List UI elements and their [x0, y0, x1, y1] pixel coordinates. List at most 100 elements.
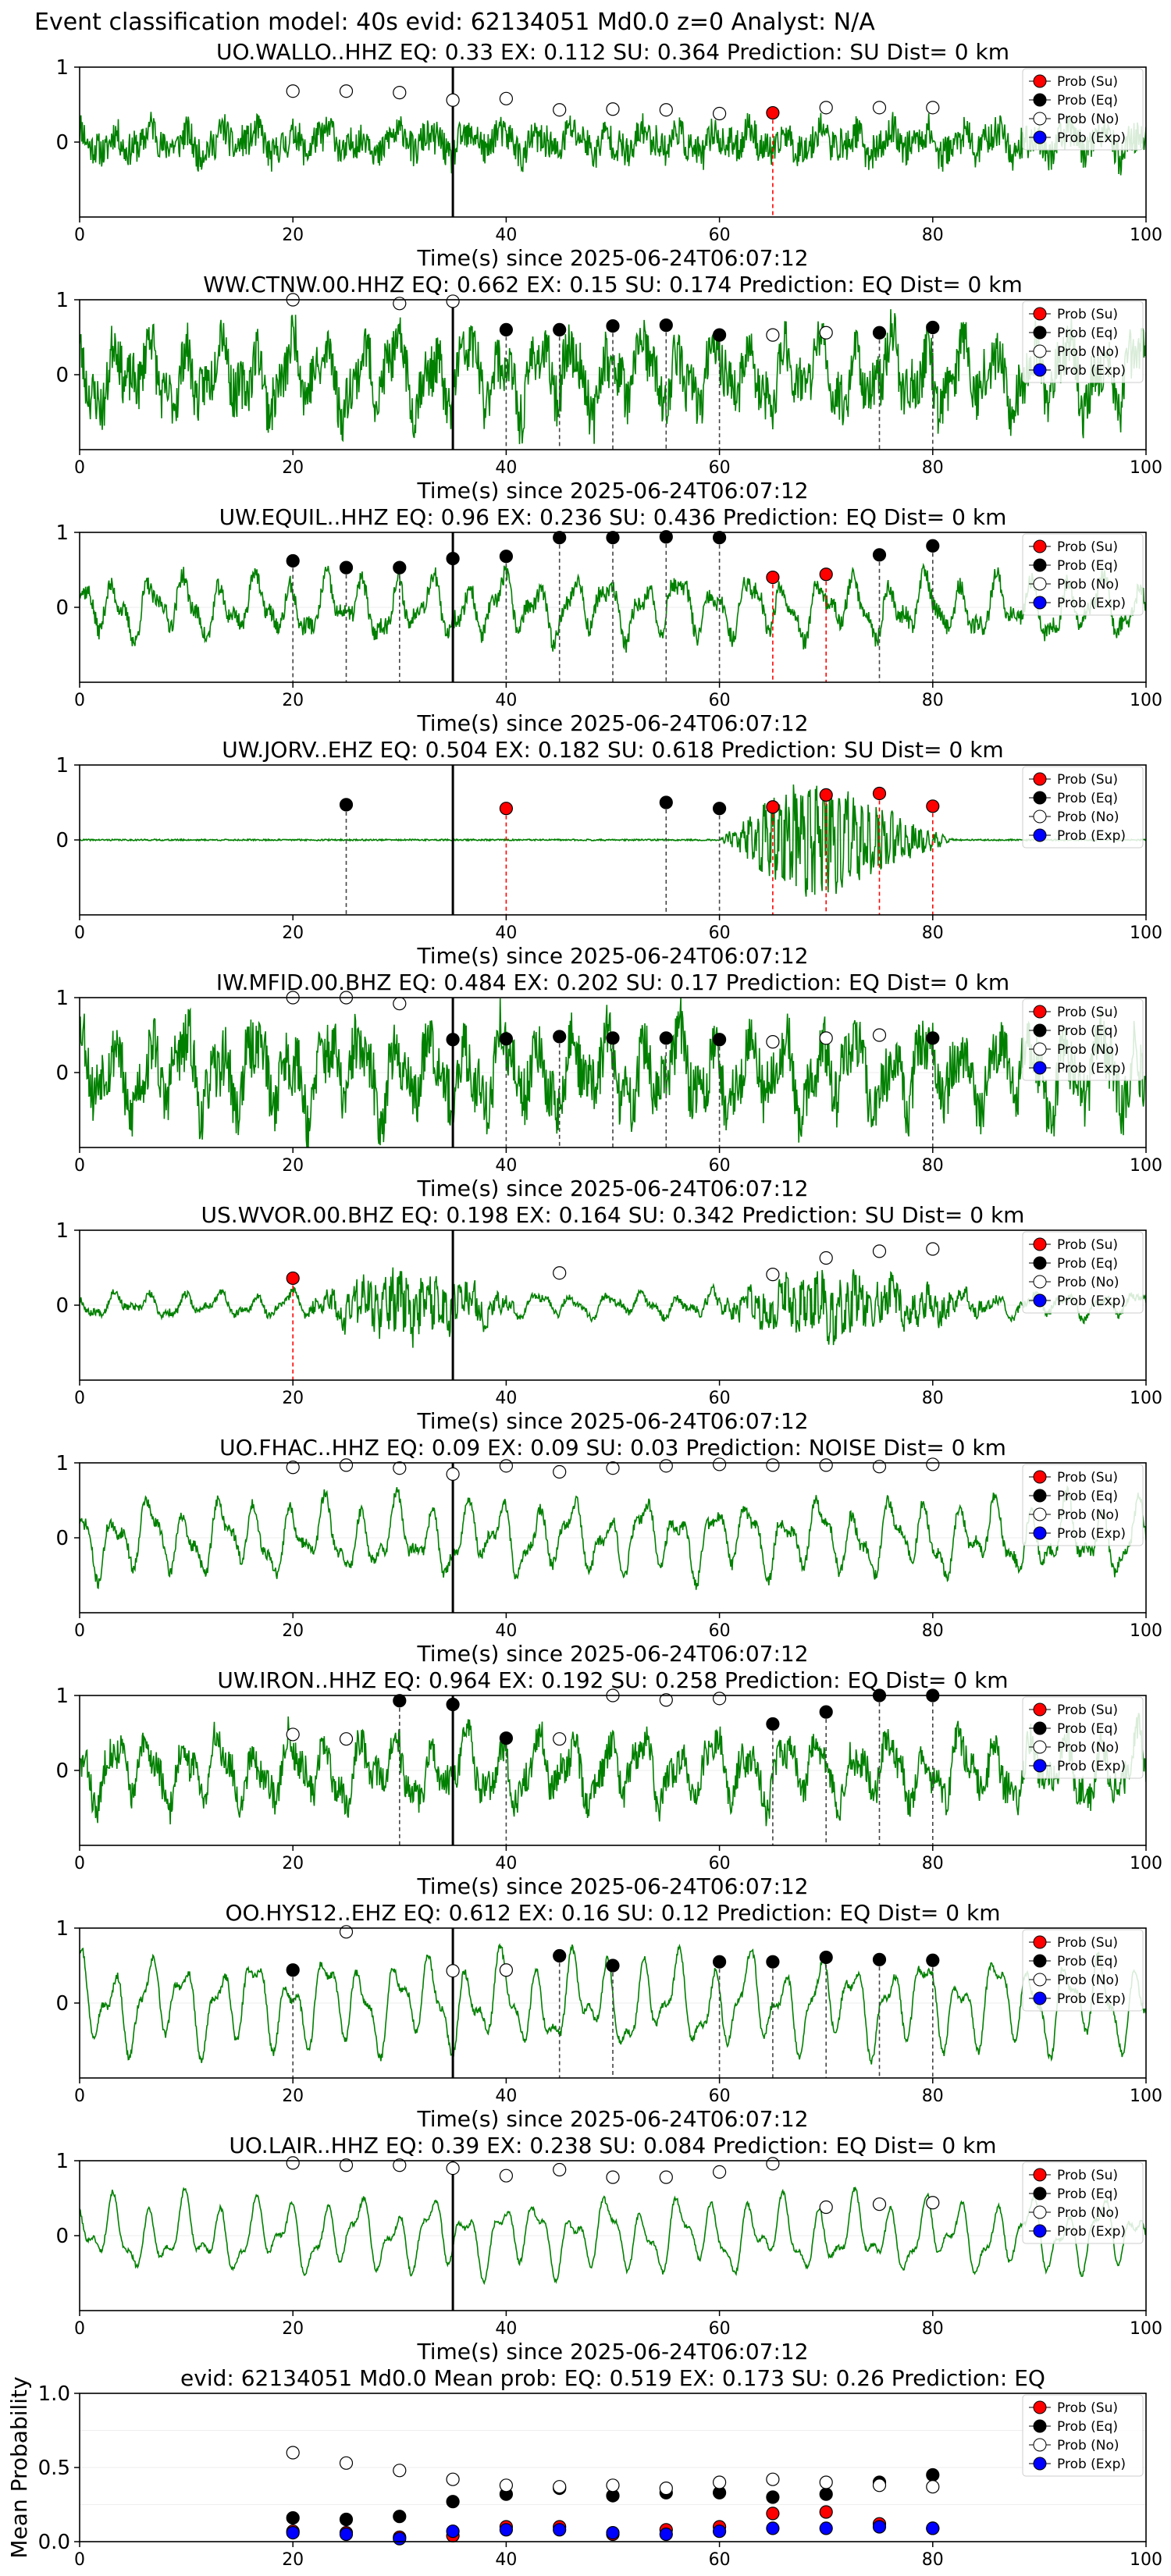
prob-point-no[interactable] — [766, 2157, 780, 2171]
mean-point-eq[interactable] — [926, 2467, 940, 2482]
prob-point-eq[interactable] — [659, 530, 673, 544]
prob-point-su[interactable] — [286, 1271, 300, 1286]
mean-point-exp[interactable] — [766, 2521, 780, 2535]
mean-point-eq[interactable] — [339, 2512, 354, 2527]
prob-point-no[interactable] — [819, 2200, 833, 2215]
prob-point-no[interactable] — [393, 86, 407, 100]
prob-point-su[interactable] — [819, 568, 833, 582]
prob-point-eq[interactable] — [339, 798, 354, 812]
prob-point-eq[interactable] — [339, 560, 354, 575]
prob-point-eq[interactable] — [553, 1030, 567, 1044]
prob-point-eq[interactable] — [553, 322, 567, 336]
prob-point-no[interactable] — [766, 1035, 780, 1049]
prob-point-no[interactable] — [393, 2158, 407, 2172]
prob-point-no[interactable] — [766, 1268, 780, 1282]
prob-point-no[interactable] — [339, 1458, 354, 1472]
mean-point-exp[interactable] — [819, 2521, 833, 2535]
mean-point-exp[interactable] — [659, 2527, 673, 2542]
mean-point-no[interactable] — [766, 2472, 780, 2486]
prob-point-eq[interactable] — [819, 1950, 833, 1965]
prob-point-no[interactable] — [553, 103, 567, 117]
prob-point-eq[interactable] — [819, 1705, 833, 1719]
prob-point-no[interactable] — [819, 1251, 833, 1265]
mean-point-exp[interactable] — [872, 2520, 887, 2534]
prob-point-eq[interactable] — [872, 1952, 887, 1966]
prob-point-eq[interactable] — [553, 531, 567, 545]
prob-point-eq[interactable] — [446, 1697, 460, 1712]
prob-point-no[interactable] — [819, 1458, 833, 1472]
prob-point-eq[interactable] — [712, 531, 727, 545]
prob-point-no[interactable] — [339, 1732, 354, 1746]
prob-point-eq[interactable] — [659, 795, 673, 809]
prob-point-no[interactable] — [872, 1460, 887, 1474]
prob-point-eq[interactable] — [606, 1959, 620, 1973]
prob-point-su[interactable] — [872, 786, 887, 801]
mean-point-exp[interactable] — [712, 2524, 727, 2539]
prob-point-no[interactable] — [446, 294, 460, 308]
mean-point-no[interactable] — [393, 2464, 407, 2478]
prob-point-eq[interactable] — [872, 548, 887, 562]
prob-point-no[interactable] — [926, 2196, 940, 2210]
prob-point-eq[interactable] — [712, 328, 727, 342]
prob-point-su[interactable] — [819, 788, 833, 802]
prob-point-eq[interactable] — [659, 1031, 673, 1045]
prob-point-no[interactable] — [872, 2197, 887, 2211]
mean-point-no[interactable] — [926, 2480, 940, 2494]
prob-point-eq[interactable] — [606, 319, 620, 333]
prob-point-eq[interactable] — [553, 1948, 567, 1963]
prob-point-no[interactable] — [766, 328, 780, 342]
mean-point-su[interactable] — [766, 2507, 780, 2521]
prob-point-no[interactable] — [286, 2156, 300, 2170]
mean-point-no[interactable] — [553, 2480, 567, 2494]
prob-point-no[interactable] — [446, 1964, 460, 1978]
prob-point-no[interactable] — [872, 1244, 887, 1258]
prob-point-eq[interactable] — [659, 318, 673, 333]
prob-point-no[interactable] — [499, 91, 514, 105]
prob-point-no[interactable] — [659, 103, 673, 117]
mean-point-no[interactable] — [499, 2478, 514, 2492]
prob-point-su[interactable] — [766, 570, 780, 585]
mean-point-exp[interactable] — [606, 2526, 620, 2540]
prob-point-no[interactable] — [499, 2169, 514, 2183]
mean-point-no[interactable] — [659, 2482, 673, 2496]
prob-point-no[interactable] — [393, 1461, 407, 1475]
prob-point-no[interactable] — [499, 1459, 514, 1473]
mean-point-exp[interactable] — [446, 2524, 460, 2539]
prob-point-no[interactable] — [446, 93, 460, 107]
prob-point-no[interactable] — [393, 297, 407, 311]
prob-point-eq[interactable] — [286, 1963, 300, 1977]
prob-point-no[interactable] — [712, 2165, 727, 2179]
prob-point-no[interactable] — [819, 326, 833, 340]
prob-point-no[interactable] — [553, 1266, 567, 1280]
prob-point-no[interactable] — [872, 1028, 887, 1042]
prob-point-no[interactable] — [926, 101, 940, 115]
prob-point-eq[interactable] — [712, 802, 727, 816]
prob-point-no[interactable] — [606, 1461, 620, 1475]
prob-point-eq[interactable] — [446, 551, 460, 566]
mean-point-su[interactable] — [819, 2505, 833, 2519]
prob-point-no[interactable] — [286, 1727, 300, 1742]
mean-point-eq[interactable] — [446, 2495, 460, 2509]
prob-point-no[interactable] — [926, 1242, 940, 1256]
prob-point-eq[interactable] — [393, 1694, 407, 1708]
prob-point-eq[interactable] — [926, 1953, 940, 1967]
prob-point-su[interactable] — [499, 802, 514, 816]
mean-point-exp[interactable] — [286, 2526, 300, 2540]
prob-point-eq[interactable] — [712, 1033, 727, 1047]
mean-point-eq[interactable] — [286, 2511, 300, 2525]
prob-point-no[interactable] — [819, 101, 833, 115]
prob-point-no[interactable] — [712, 1457, 727, 1471]
prob-point-no[interactable] — [553, 1732, 567, 1746]
prob-point-no[interactable] — [553, 2162, 567, 2177]
prob-point-eq[interactable] — [872, 326, 887, 340]
prob-point-no[interactable] — [499, 1963, 514, 1977]
prob-point-eq[interactable] — [766, 1955, 780, 1969]
mean-point-no[interactable] — [446, 2472, 460, 2486]
mean-point-no[interactable] — [819, 2475, 833, 2489]
mean-point-eq[interactable] — [393, 2510, 407, 2524]
prob-point-no[interactable] — [286, 84, 300, 98]
prob-point-eq[interactable] — [446, 1033, 460, 1047]
prob-point-no[interactable] — [339, 84, 354, 98]
prob-point-eq[interactable] — [393, 560, 407, 575]
prob-point-eq[interactable] — [499, 1731, 514, 1745]
